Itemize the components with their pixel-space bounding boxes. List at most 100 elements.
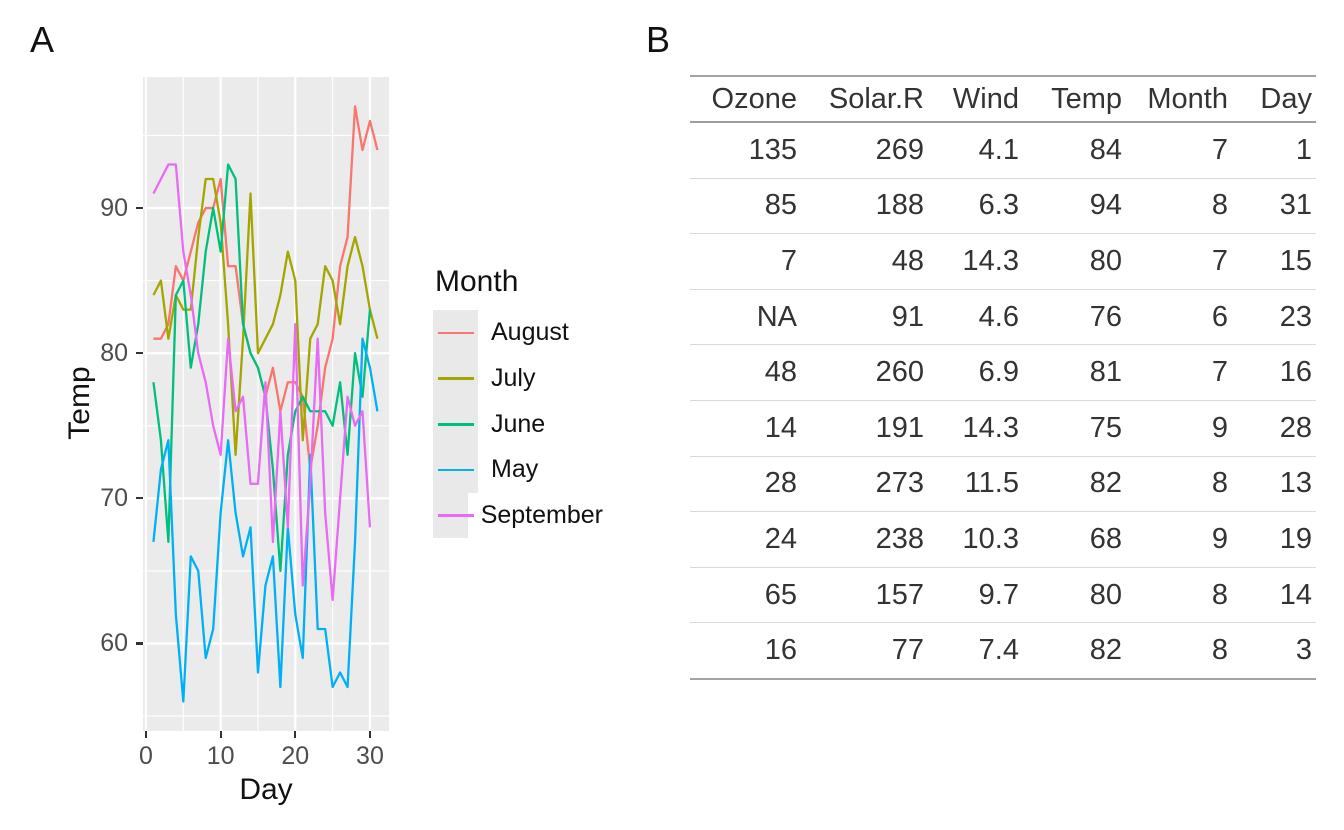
table-cell: 135 <box>690 122 801 179</box>
table-cell: 77 <box>891 634 924 667</box>
panel-b-tag: B <box>646 19 671 60</box>
table-row: 14 191 14.3 75 9 28 <box>690 400 1316 457</box>
legend-label: August <box>491 318 569 347</box>
line-september <box>152 163 372 602</box>
table-cell: 85 <box>690 178 801 235</box>
y-tick-mark <box>136 642 143 645</box>
table-cell: 24 <box>690 511 801 568</box>
x-tick-mark <box>144 731 148 738</box>
table-cell: 14.3 <box>928 233 1023 290</box>
legend-key-line-icon <box>438 422 474 426</box>
table-cell: 16 <box>764 634 797 667</box>
table-cell: 84 <box>1023 122 1126 179</box>
table-cell: 48 <box>801 233 928 290</box>
table-cell: 191 <box>801 400 928 457</box>
plot-svg <box>143 77 389 731</box>
line-june <box>152 163 372 573</box>
legend-key-may <box>433 447 478 493</box>
table-cell: 273 <box>801 456 928 513</box>
legend-item-june: June <box>433 401 603 448</box>
table-cell: 7 <box>1126 122 1232 179</box>
column-header: Wind <box>928 76 1023 123</box>
table-cell: 14 <box>690 400 801 457</box>
table-cell: 11.5 <box>928 456 1023 513</box>
table-cell: 81 <box>1023 344 1126 401</box>
table-cell: 82 <box>1089 634 1122 667</box>
table-cell: 4.1 <box>928 122 1023 179</box>
table-cell: 16 <box>1232 344 1316 401</box>
airquality-table: Ozone Solar.R Wind Temp Month Day 135 269 4.1 84… <box>690 75 1316 680</box>
line-july <box>152 177 379 456</box>
legend-item-august: August <box>433 310 603 356</box>
table-cell: 260 <box>801 344 928 401</box>
x-tick-label: 30 <box>356 742 384 770</box>
table-row: 135 269 4.1 84 7 1 <box>690 122 1316 179</box>
column-header: Day <box>1232 76 1316 123</box>
legend: Month August July June May September <box>433 265 603 539</box>
table-cell: 238 <box>801 511 928 568</box>
table-row: 28 273 11.5 82 8 13 <box>690 456 1316 513</box>
table-cell: 68 <box>1023 511 1126 568</box>
line-may <box>152 337 379 703</box>
legend-title: Month <box>435 265 519 298</box>
x-tick-mark <box>294 731 297 738</box>
table-cell: 9.7 <box>928 567 1023 624</box>
table-cell: 6.9 <box>928 344 1023 401</box>
plot-panel <box>143 77 389 731</box>
x-tick-mark <box>368 731 372 738</box>
y-tick-label: 90 <box>100 194 128 223</box>
table-cell: 23 <box>1232 289 1316 346</box>
table-row: 16 77 7.4 82 8 3 <box>690 623 1316 679</box>
table-cell: 4.6 <box>928 289 1023 346</box>
legend-key-line-icon <box>438 377 474 380</box>
legend-key-june <box>433 401 478 448</box>
legend-label: May <box>491 455 539 484</box>
table-cell: 48 <box>690 344 801 401</box>
x-tick-label: 0 <box>139 742 153 770</box>
table-cell: 6 <box>1126 289 1232 346</box>
legend-key-august <box>433 310 478 356</box>
column-header: Ozone <box>690 76 801 123</box>
legend-item-september: September <box>433 492 603 539</box>
table-cell: 75 <box>1023 400 1126 457</box>
table-cell: 9 <box>1126 511 1232 568</box>
y-tick-label: 60 <box>100 629 128 658</box>
table-cell: 3 <box>1295 634 1312 667</box>
y-axis-title: Temp <box>63 366 96 440</box>
table-cell: 94 <box>1023 178 1126 235</box>
table-row: 24 238 10.3 68 9 19 <box>690 511 1316 568</box>
y-tick-mark <box>136 206 143 210</box>
table-cell: 269 <box>801 122 928 179</box>
table-cell: 10.3 <box>928 511 1023 568</box>
legend-key-september <box>433 492 474 539</box>
y-tick-label: 70 <box>100 484 128 513</box>
y-tick-mark <box>136 497 143 500</box>
table-cell: 157 <box>801 567 928 624</box>
table-cell: 7.4 <box>978 634 1019 667</box>
x-tick-label: 20 <box>281 742 310 770</box>
table-cell: 8 <box>1126 456 1232 513</box>
table-row: 48 260 6.9 81 7 16 <box>690 344 1316 401</box>
table-cell: 82 <box>1023 456 1126 513</box>
table-cell: 8 <box>1126 567 1232 624</box>
table-row: 85 188 6.3 94 8 31 <box>690 178 1316 235</box>
column-header: Solar.R <box>801 76 928 123</box>
table-row: 7 48 14.3 80 7 15 <box>690 233 1316 290</box>
table-header-row: Ozone Solar.R Wind Temp Month Day <box>690 76 1316 123</box>
table-cell: 6.3 <box>928 178 1023 235</box>
table-cell: NA <box>690 289 801 346</box>
table-cell: 28 <box>1232 400 1316 457</box>
table-cell: 80 <box>1023 567 1126 624</box>
column-header: Month <box>1126 76 1232 123</box>
table-cell: 13 <box>1232 456 1316 513</box>
legend-key-line-icon <box>438 514 474 518</box>
panel-a-tag: A <box>30 19 55 60</box>
table-cell: 188 <box>801 178 928 235</box>
table-cell: 14 <box>1232 567 1316 624</box>
table-cell: 76 <box>1023 289 1126 346</box>
legend-label: June <box>491 409 546 438</box>
legend-key-line-icon <box>438 331 474 335</box>
legend-key-july <box>433 355 478 402</box>
legend-label: July <box>491 364 536 393</box>
